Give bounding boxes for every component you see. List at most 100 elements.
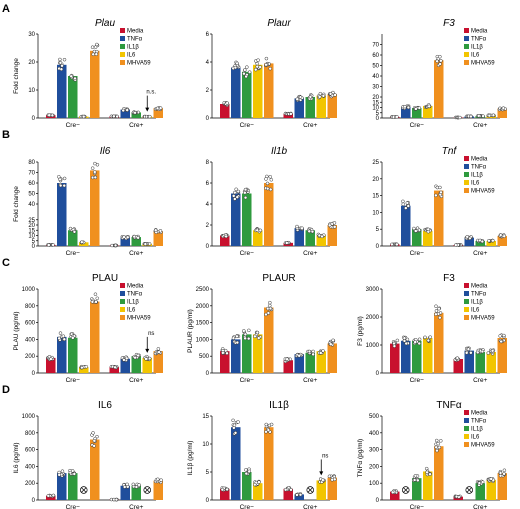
replicate-point (158, 106, 163, 110)
y-tick-label: 2 (206, 88, 210, 94)
bar-il1b-cre-neg (68, 337, 78, 373)
group-label: Cre+ (303, 250, 317, 257)
replicate-point (439, 59, 443, 63)
group-label: Cre+ (129, 122, 143, 129)
replicate-point (426, 338, 431, 343)
replicate-point (122, 358, 126, 362)
replicate-point (487, 113, 492, 118)
replicate-point (269, 422, 274, 427)
bar-mhva59-cre-pos (497, 338, 507, 373)
y-tick-label: 0 (376, 498, 380, 504)
replicate-point (91, 52, 95, 57)
replicate-point (428, 472, 432, 476)
legend-label-tnfa: TNFα (127, 37, 143, 43)
not-detected-cross (466, 487, 472, 493)
replicate-point (133, 110, 137, 115)
legend-swatch-media (464, 283, 469, 288)
bar-mhva59-cre-neg (90, 50, 100, 118)
group-label: Cre− (240, 122, 254, 129)
replicate-point (390, 242, 394, 247)
replicate-point (402, 336, 407, 340)
replicate-point (51, 493, 56, 498)
y-tick-label: 30 (28, 32, 35, 38)
bar-il1b-cre-neg (412, 108, 422, 118)
replicate-point (265, 181, 270, 186)
bar-il1b-cre-neg (412, 229, 422, 246)
y-tick-label: 50 (28, 192, 35, 198)
replicate-point (257, 480, 261, 484)
replicate-point (268, 175, 273, 179)
replicate-point (412, 226, 416, 231)
group-label: Cre+ (129, 377, 143, 384)
bar-il1b-cre-neg (68, 473, 78, 500)
y-tick-label: 100 (369, 481, 380, 487)
replicate-point (58, 331, 63, 335)
bar-mhva59-cre-pos (497, 108, 507, 118)
replicate-point (143, 242, 148, 246)
chart-title: PLAU (92, 273, 118, 284)
bar-mhva59-cre-pos (497, 473, 507, 500)
bar-tnfa-cre-pos (294, 354, 304, 373)
bar-il1b-cre-neg (242, 334, 252, 373)
replicate-point (224, 234, 228, 239)
replicate-point (501, 106, 506, 110)
replicate-point (235, 195, 240, 199)
replicate-point (156, 347, 161, 351)
bar-mhva59-cre-pos (153, 351, 163, 373)
legend-label-il1b: IL1β (471, 300, 483, 306)
replicate-point (115, 114, 119, 119)
chart-title: IL1β (269, 400, 289, 411)
bar-il6-cre-pos (486, 479, 496, 500)
replicate-point (57, 336, 61, 341)
bar-il1b-cre-pos (475, 483, 485, 500)
group-label: Cre+ (129, 250, 143, 257)
significance-arrow-head (145, 348, 150, 353)
replicate-point (413, 474, 418, 478)
legend-label-media: Media (127, 29, 144, 35)
panel-letter-c: C (2, 257, 10, 269)
replicate-point (434, 445, 438, 450)
bar-mhva59-cre-pos (327, 343, 337, 373)
bar-tnfa-cre-neg (401, 106, 411, 118)
bar-il1b-cre-neg (242, 193, 252, 246)
y-tick-label: 0 (32, 244, 36, 250)
legend-label-il1b: IL1β (471, 427, 483, 433)
replicate-point (90, 45, 95, 49)
group-label: Cre− (410, 504, 424, 509)
legend-swatch-mhva59 (464, 60, 469, 65)
replicate-point (68, 470, 73, 475)
y-tick-label: 5 (32, 239, 36, 245)
replicate-point (308, 95, 313, 99)
replicate-point (47, 113, 51, 117)
legend-swatch-tnfa (464, 164, 469, 169)
replicate-point (480, 239, 485, 244)
y-tick-label: 10 (28, 88, 35, 94)
replicate-point (480, 349, 485, 354)
replicate-point (231, 194, 236, 198)
replicate-point (68, 226, 73, 231)
bar-il6-cre-pos (316, 351, 326, 373)
replicate-point (491, 238, 495, 243)
legend-swatch-mhva59 (120, 315, 125, 320)
replicate-point (93, 175, 98, 180)
bar-il1b-cre-neg (68, 230, 78, 246)
replicate-point (438, 315, 442, 320)
replicate-point (72, 230, 77, 234)
replicate-point (466, 347, 471, 351)
replicate-point (93, 292, 98, 296)
legend-swatch-media (120, 283, 125, 288)
replicate-point (49, 357, 53, 361)
chart-a-2: Plaur 0 2 4 6 Cre− Cre+ (206, 18, 337, 129)
replicate-point (242, 71, 246, 76)
bar-media-cre-neg (46, 495, 56, 500)
bar-tnfa-cre-pos (294, 494, 304, 500)
group-label: Cre− (240, 504, 254, 509)
y-tick-label: 15 (372, 100, 379, 106)
replicate-point (439, 190, 443, 195)
replicate-point (283, 487, 288, 492)
replicate-point (71, 336, 75, 340)
replicate-point (487, 238, 491, 243)
replicate-point (481, 114, 485, 118)
replicate-point (307, 229, 312, 234)
